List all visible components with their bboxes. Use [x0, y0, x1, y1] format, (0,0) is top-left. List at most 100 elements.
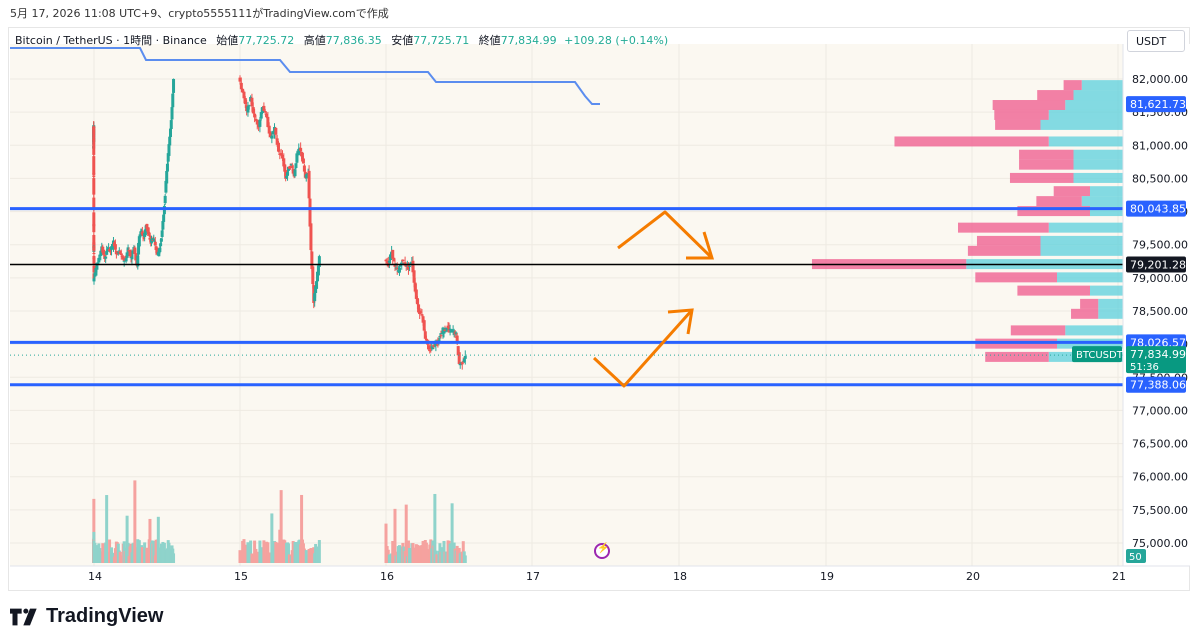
chart-caption: 5月 17, 2026 11:08 UTC+9、crypto5555111がTr… [10, 7, 389, 20]
candle-body [110, 246, 114, 250]
volume-bar [266, 542, 270, 563]
volume-bar [92, 498, 96, 563]
candle-body [262, 105, 266, 111]
volume-profile-bar-down [1019, 149, 1074, 160]
candle-body [275, 138, 279, 145]
volume-bar [153, 540, 157, 563]
candle-body [293, 169, 297, 177]
price-level-tag: 79,201.28 [1130, 259, 1186, 272]
candle-body [259, 112, 263, 119]
candle-body [456, 346, 460, 356]
last-price-countdown: 51:36 [1130, 362, 1159, 373]
volume-bar [317, 540, 321, 563]
volume-bar [125, 515, 129, 563]
volume-bar [154, 539, 158, 563]
volume-profile-bar-down [1071, 308, 1099, 319]
candle-body [310, 251, 314, 269]
y-tick-label: 75,500.00 [1132, 504, 1188, 517]
volume-bar [384, 523, 388, 563]
price-level-tag: 77,388.06 [1130, 379, 1186, 392]
volume-bar [262, 540, 266, 563]
candle-body [95, 265, 99, 270]
candle-body [274, 128, 278, 135]
candle-body [266, 116, 270, 128]
candle-body [454, 332, 458, 334]
candle-body [413, 282, 417, 292]
candle-body [300, 151, 304, 157]
candle-body [393, 263, 397, 267]
candle-body [284, 170, 288, 179]
upper-line-price-tag-bg [1126, 96, 1186, 113]
candle-body [92, 224, 96, 233]
volume-profile-bar-up [1040, 245, 1123, 256]
candle-body [448, 329, 452, 331]
last-price-tag-bg [1126, 346, 1186, 374]
volume-profile-bar-down [1053, 186, 1090, 197]
high-value: 77,836.35 [325, 34, 382, 47]
candle-body [104, 256, 108, 259]
volume-profile-bar-down [1037, 90, 1074, 101]
volume-profile-bar-up [1065, 325, 1123, 336]
candle-body [238, 77, 242, 82]
volume-bar [450, 503, 454, 563]
volume-bar [302, 548, 306, 563]
candle-body [415, 298, 419, 305]
volume-profile-bar-down [976, 235, 1041, 246]
candle-body [412, 270, 416, 283]
candle-body [299, 147, 303, 152]
volume-profile-bar-up [1090, 186, 1123, 197]
symbol-label[interactable]: Bitcoin / TetherUS · 1時間 · Binance [15, 34, 207, 47]
volume-profile-bar-down [1036, 196, 1082, 207]
candle-body [311, 266, 315, 285]
candle-body [153, 240, 157, 242]
volume-bar [249, 540, 253, 563]
candle-body [146, 231, 150, 234]
candle-body [296, 152, 300, 156]
candle-body [140, 230, 144, 232]
y-tick-label: 79,500.00 [1132, 239, 1188, 252]
candle-body [125, 252, 129, 258]
close-label: 終値 [478, 34, 501, 47]
open-value: 77,725.72 [238, 34, 295, 47]
currency-button[interactable]: USDT [1127, 30, 1185, 52]
candle-body [270, 135, 274, 139]
price-level-tag-bg [1126, 256, 1186, 273]
candle-body [156, 252, 160, 256]
candle-body [114, 251, 118, 255]
candle-body [286, 166, 290, 171]
candle-body [167, 144, 171, 156]
candle-body [241, 88, 245, 93]
candle-body [124, 258, 128, 262]
tradingview-logo[interactable]: TradingView [10, 605, 163, 628]
volume-bar [143, 542, 147, 563]
candle-body [386, 260, 390, 267]
ohlc-legend: Bitcoin / TetherUS · 1時間 · Binance 始値77,… [15, 32, 668, 48]
volume-bar [300, 494, 304, 563]
volume-profile-bar-up [1073, 172, 1123, 183]
volume-bar [433, 493, 437, 563]
price-axis[interactable] [1123, 44, 1190, 566]
volume-profile-bar-up [1073, 149, 1123, 160]
candle-body [408, 265, 412, 267]
candle-body [391, 249, 395, 259]
candle-body [133, 247, 137, 255]
volume-bar [110, 547, 114, 563]
candle-body [158, 247, 162, 253]
candle-body [152, 238, 156, 241]
candle-body [106, 249, 110, 252]
candle-body [387, 260, 391, 263]
candle-body [143, 229, 147, 236]
volume-profile-bar-up [1073, 159, 1123, 170]
candle-body [171, 93, 175, 108]
candle-body [153, 241, 157, 246]
candle-body [255, 120, 259, 125]
candle-body [92, 258, 96, 264]
candle-body [395, 267, 399, 270]
lightning-icon[interactable] [594, 543, 610, 559]
candle-body [307, 170, 311, 199]
volume-bar [242, 539, 246, 563]
last-price-value: 77,834.99 [1130, 348, 1186, 361]
x-tick-label: 15 [234, 570, 248, 583]
volume-profile-bar-up [1048, 109, 1123, 120]
